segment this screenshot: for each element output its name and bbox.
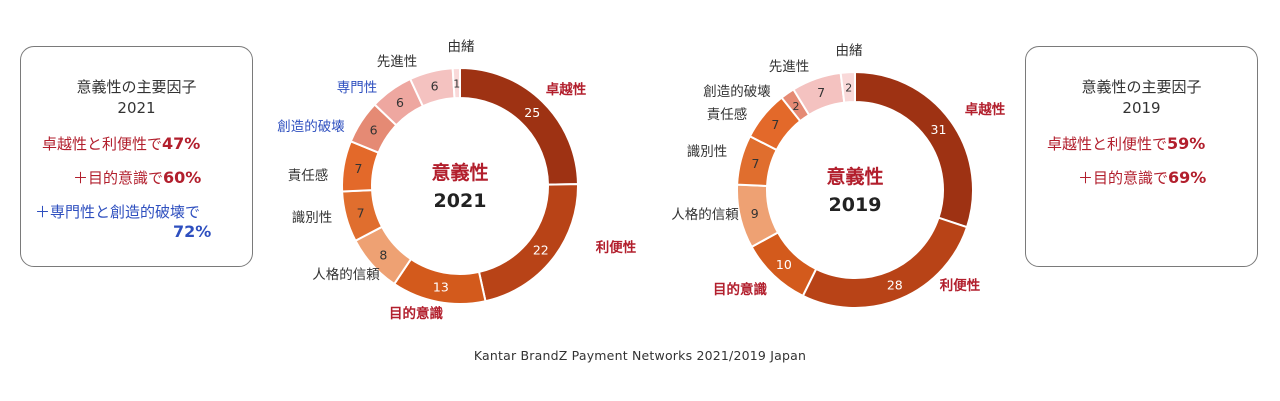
summary-line-1-2019: 卓越性と利便性で59% — [1047, 134, 1205, 154]
value-label-2019-4: 9 — [751, 206, 759, 221]
value-label-2021-3: 13 — [433, 280, 449, 295]
value-label-2019-8: 7 — [817, 85, 825, 100]
center-title-2021: 意義性 — [431, 161, 488, 184]
summary-line-2-value: 69% — [1168, 168, 1207, 187]
category-label-2019-8: 先進性 — [769, 59, 810, 75]
source-note: Kantar BrandZ Payment Networks 2021/2019… — [473, 348, 807, 363]
category-label-2019-1: 卓越性 — [965, 101, 1006, 118]
category-label-2021-2: 利便性 — [596, 239, 637, 256]
category-label-2019-2: 利便性 — [940, 277, 981, 294]
category-label-2021-9: 先進性 — [377, 54, 418, 70]
donut-chart-2021: 25 卓越性 22 利便性 13 目的意識 8 人格的信頼 7 識別性 7 責任感 6 創造的破壊 6 専門性… — [277, 39, 636, 322]
center-year-2021: 2021 — [434, 190, 487, 212]
value-label-2019-7: 2 — [792, 100, 799, 113]
value-label-2021-1: 25 — [524, 105, 540, 120]
category-label-2021-4: 人格的信頼 — [312, 267, 380, 283]
center-title-2019: 意義性 — [826, 165, 883, 188]
summary-box-2019: 意義性の主要因子 2019 卓越性と利便性で59% ＋目的意識で69% — [1025, 46, 1258, 267]
summary-line-2-text: ＋目的意識で — [1078, 169, 1169, 187]
summary-line-3-value: 72% — [173, 222, 212, 241]
value-label-2021-2: 22 — [533, 242, 549, 257]
value-label-2019-9: 2 — [845, 82, 852, 95]
category-label-2021-10: 由緒 — [448, 39, 475, 55]
summary-line-1-text: 卓越性と利便性で — [1047, 135, 1168, 153]
summary-line-2-2019: ＋目的意識で69% — [1078, 168, 1206, 188]
category-label-2021-7: 創造的破壊 — [277, 119, 345, 135]
slice-2021-2 — [477, 183, 579, 303]
category-label-2021-8: 専門性 — [337, 80, 378, 96]
summary-line-3-2021: ＋専門性と創造的破壊で — [35, 203, 201, 221]
category-label-2019-5: 識別性 — [687, 144, 728, 160]
value-label-2021-7: 6 — [370, 122, 378, 137]
slice-2019-9 — [839, 70, 856, 104]
value-label-2021-10: 1 — [453, 78, 460, 91]
summary-line-3-value-2021: 72% — [173, 222, 211, 242]
category-label-2019-3: 目的意識 — [713, 281, 767, 298]
category-label-2019-6: 責任感 — [707, 106, 748, 123]
category-label-2021-1: 卓越性 — [546, 81, 587, 98]
summary-box-2021: 意義性の主要因子 2021 卓越性と利便性で47% ＋目的意識で60% ＋専門性… — [20, 46, 253, 267]
value-label-2021-5: 7 — [357, 205, 365, 220]
summary-line-1-value: 47% — [162, 134, 201, 153]
category-label-2019-4: 人格的信頼 — [671, 207, 739, 223]
summary-line-2-2021: ＋目的意識で60% — [73, 168, 201, 188]
summary-title-2021: 意義性の主要因子 — [76, 78, 197, 96]
donut-chart-2019: 31 卓越性 28 利便性 10 目的意識 9 人格的信頼 7 識別性 7 責任感 2 創造的破壊 7 先進性… — [671, 43, 1006, 309]
category-label-2021-5: 識別性 — [292, 210, 333, 226]
category-label-2019-7: 創造的破壊 — [703, 84, 771, 100]
summary-year-2019: 2019 — [1122, 99, 1161, 117]
center-year-2019: 2019 — [829, 194, 882, 216]
value-label-2019-2: 28 — [887, 278, 903, 293]
summary-year-2021: 2021 — [117, 99, 156, 117]
summary-line-1-text: 卓越性と利便性で — [42, 135, 163, 153]
summary-line-1-value: 59% — [1167, 134, 1206, 153]
slice-2019-2 — [801, 216, 969, 309]
value-label-2019-5: 7 — [751, 156, 759, 171]
summary-line-2-value: 60% — [163, 168, 202, 187]
category-label-2021-6: 責任感 — [288, 167, 329, 184]
summary-line-2-text: ＋目的意識で — [73, 169, 164, 187]
value-label-2019-3: 10 — [776, 257, 792, 272]
value-label-2021-8: 6 — [396, 95, 404, 110]
value-label-2019-6: 7 — [771, 117, 779, 132]
summary-line-1-2021: 卓越性と利便性で47% — [42, 134, 200, 154]
category-label-2019-9: 由緒 — [836, 43, 864, 59]
category-label-2021-3: 目的意識 — [389, 305, 443, 322]
value-label-2021-9: 6 — [431, 79, 439, 94]
value-label-2019-1: 31 — [931, 122, 947, 137]
summary-title-2019: 意義性の主要因子 — [1081, 78, 1202, 96]
value-label-2021-6: 7 — [355, 161, 363, 176]
slice-2021-10 — [451, 66, 461, 100]
value-label-2021-4: 8 — [379, 247, 387, 262]
